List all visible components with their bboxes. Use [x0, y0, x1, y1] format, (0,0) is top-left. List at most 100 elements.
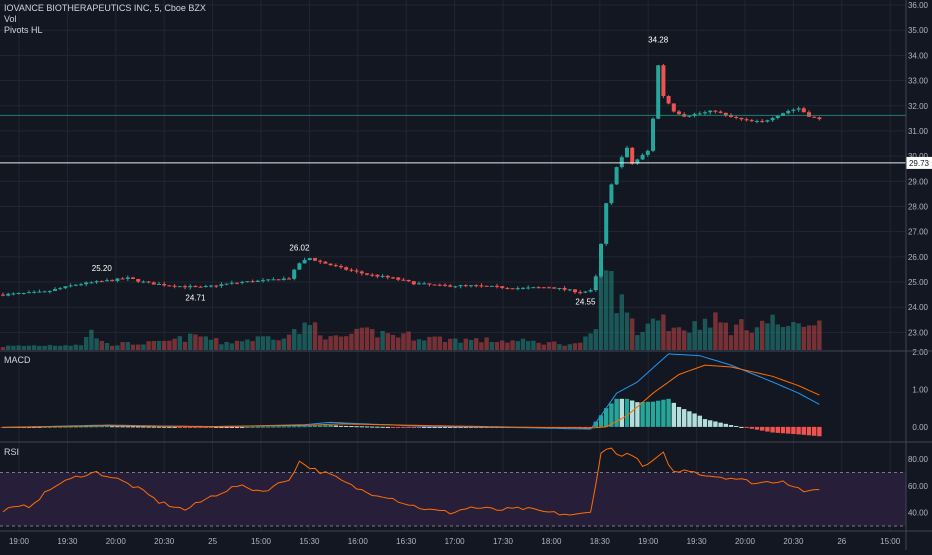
macd-histogram-bar — [635, 402, 640, 427]
macd-histogram-bar — [234, 426, 240, 428]
candle-body — [99, 281, 104, 283]
macd-histogram-bar — [271, 426, 276, 428]
volume-bar — [0, 347, 6, 350]
volume-bar — [458, 342, 463, 350]
symbol-title[interactable]: IOVANCE BIOTHERAPEUTICS INC, 5, Cboe BZX — [4, 3, 206, 13]
macd-histogram-bar — [338, 425, 344, 427]
candle-body — [578, 292, 583, 294]
macd-histogram-bar — [437, 426, 442, 428]
macd-histogram-bar — [156, 426, 162, 428]
candle-body — [593, 276, 598, 291]
volume-bar — [526, 341, 531, 350]
candle-body — [391, 277, 395, 279]
macd-histogram-bar — [775, 426, 780, 433]
pivots-indicator-label[interactable]: Pivots HL — [4, 25, 43, 35]
macd-histogram-bar — [650, 401, 656, 427]
candle-body — [266, 279, 271, 281]
candle-body — [11, 293, 16, 295]
macd-histogram-bar — [63, 426, 68, 428]
time-tick-label: 18:00 — [541, 537, 562, 546]
macd-histogram-bar — [193, 426, 198, 428]
candle-body — [292, 269, 297, 279]
candle-body — [526, 287, 531, 289]
candle-body — [276, 279, 281, 281]
volume-bar — [266, 336, 271, 350]
macd-histogram-bar — [240, 426, 245, 428]
volume-bar — [370, 329, 375, 350]
candle-body — [167, 285, 172, 287]
candle-body — [791, 109, 796, 111]
volume-indicator-label[interactable]: Vol — [4, 14, 17, 24]
volume-bar — [297, 333, 302, 350]
volume-bar — [463, 338, 468, 350]
macd-histogram-bar — [349, 426, 354, 428]
candle-body — [16, 293, 21, 295]
macd-histogram-bar — [692, 413, 697, 427]
macd-histogram-bar — [292, 426, 297, 428]
macd-histogram-bar — [687, 411, 692, 427]
candle-body — [42, 291, 47, 293]
macd-histogram-bar — [276, 426, 281, 428]
macd-histogram-bar — [458, 426, 463, 428]
macd-histogram-bar — [406, 426, 411, 428]
volume-bar — [177, 336, 182, 350]
candle-body — [781, 113, 785, 116]
volume-bar — [453, 338, 458, 350]
volume-bar — [229, 343, 234, 350]
macd-histogram-bar — [370, 426, 375, 428]
volume-bar — [271, 339, 276, 350]
candle-body — [474, 285, 479, 287]
volume-bar — [302, 322, 307, 350]
macd-histogram-bar — [411, 426, 416, 428]
macd-label[interactable]: MACD — [4, 355, 31, 365]
volume-bar — [567, 344, 572, 350]
volume-bar — [406, 331, 411, 350]
volume-bar — [110, 345, 115, 350]
rsi-label[interactable]: RSI — [4, 447, 20, 457]
macd-histogram-bar — [578, 426, 583, 428]
macd-histogram-bar — [708, 420, 713, 427]
volume-bar — [801, 326, 806, 350]
candle-body — [562, 287, 567, 290]
volume-bar — [172, 338, 177, 350]
volume-bar — [578, 342, 583, 350]
candle-body — [645, 150, 650, 155]
volume-bar — [614, 313, 619, 350]
macd-histogram-bar — [796, 426, 801, 435]
volume-bar — [115, 345, 120, 350]
candle-body — [84, 282, 89, 285]
price-tick-label: 31.00 — [908, 127, 929, 136]
volume-bar — [416, 339, 422, 350]
time-tick-label: 15:30 — [299, 537, 320, 546]
macd-histogram-bar — [593, 421, 598, 427]
macd-histogram-bar — [136, 426, 141, 428]
volume-bar — [68, 345, 73, 350]
candle-body — [417, 283, 421, 285]
volume-bar — [505, 342, 510, 350]
time-tick-label: 19:00 — [638, 537, 659, 546]
volume-bar — [208, 339, 214, 350]
candle-body — [339, 266, 343, 268]
pivot-label: 24.55 — [575, 297, 596, 306]
candle-body — [666, 96, 671, 104]
pivot-label: 34.28 — [648, 35, 669, 44]
volume-bar — [812, 325, 817, 350]
price-tick-label: 26.00 — [908, 253, 929, 262]
volume-bar — [697, 329, 702, 350]
volume-bar — [754, 327, 760, 350]
volume-bar — [21, 345, 26, 350]
macd-histogram-bar — [588, 426, 593, 429]
candle-body — [422, 283, 427, 285]
candle-body — [68, 285, 73, 287]
volume-bar — [47, 344, 52, 350]
macd-histogram-bar — [151, 426, 156, 428]
candle-body — [635, 159, 640, 164]
macd-histogram-bar — [390, 426, 396, 428]
candle-body — [651, 118, 655, 151]
macd-histogram-bar — [172, 426, 177, 428]
volume-bar — [125, 341, 130, 350]
candle-body — [53, 289, 57, 291]
volume-bar — [656, 320, 661, 350]
macd-histogram-bar — [146, 426, 151, 428]
